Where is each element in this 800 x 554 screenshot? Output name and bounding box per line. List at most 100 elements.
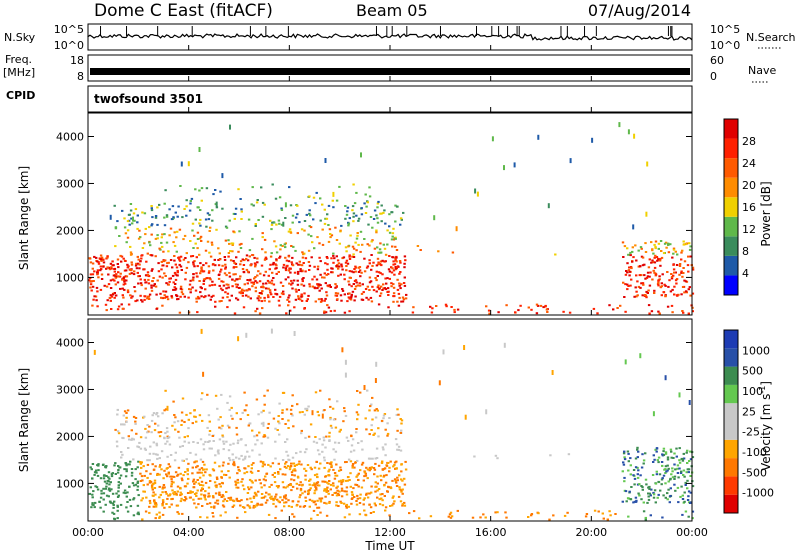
data-cell <box>253 435 256 438</box>
data-cell <box>217 247 220 250</box>
data-cell <box>325 435 328 438</box>
data-cell <box>681 494 684 497</box>
data-cell <box>401 503 404 506</box>
data-cell <box>347 280 350 283</box>
data-cell <box>224 239 228 242</box>
data-cell <box>392 495 395 498</box>
data-cell <box>220 268 223 271</box>
data-cell <box>160 260 163 263</box>
data-cell <box>357 219 360 222</box>
data-cell <box>194 218 197 221</box>
data-cell <box>303 451 307 454</box>
data-cell <box>196 311 199 314</box>
data-cell <box>162 501 165 504</box>
data-cell <box>381 273 384 276</box>
data-cell <box>166 497 169 500</box>
data-cell <box>633 295 636 298</box>
data-cell <box>287 255 291 258</box>
data-cell <box>672 247 676 250</box>
power-heatmap <box>88 122 695 315</box>
data-cell <box>334 450 338 453</box>
data-cell <box>254 276 257 278</box>
data-cell <box>251 449 254 452</box>
data-cell <box>357 403 360 406</box>
data-cell <box>111 492 115 495</box>
data-cell <box>664 295 667 298</box>
data-cell <box>136 227 139 230</box>
data-cell <box>274 245 278 248</box>
data-cell <box>143 212 147 215</box>
data-cell <box>295 290 298 293</box>
data-cell <box>253 277 256 280</box>
colorbar-tick-label: 4 <box>742 267 749 280</box>
data-cell <box>291 404 294 407</box>
data-cell <box>158 517 161 519</box>
data-cell <box>231 244 234 246</box>
data-cell <box>358 513 362 516</box>
data-cell <box>316 410 319 413</box>
data-cell <box>185 205 188 208</box>
data-cell <box>291 221 294 224</box>
data-cell <box>380 204 383 207</box>
data-cell <box>93 471 97 474</box>
data-cell <box>334 426 338 429</box>
data-cell <box>388 213 391 216</box>
data-cell <box>324 480 327 483</box>
data-cell <box>120 260 123 263</box>
data-cell <box>124 492 127 495</box>
data-cell <box>152 412 156 415</box>
data-cell <box>376 496 379 499</box>
data-cell <box>359 469 362 472</box>
data-cell <box>658 312 661 315</box>
data-cell <box>203 278 207 281</box>
data-cell <box>343 278 346 281</box>
data-cell <box>363 509 366 512</box>
data-cell <box>353 466 356 469</box>
data-cell <box>321 480 324 483</box>
data-cell <box>338 469 341 472</box>
data-cell <box>198 414 202 417</box>
data-cell <box>650 310 654 313</box>
data-cell <box>312 509 316 512</box>
data-cell <box>341 489 344 492</box>
data-cell <box>214 300 217 303</box>
data-cell <box>619 304 622 307</box>
data-cell <box>648 312 651 315</box>
data-cell <box>289 483 292 485</box>
data-cell <box>376 257 380 260</box>
data-cell <box>239 260 243 263</box>
data-cell <box>344 479 348 482</box>
data-cell <box>392 269 396 272</box>
data-cell <box>341 257 344 260</box>
data-cell <box>171 266 174 269</box>
data-cell <box>389 505 392 507</box>
y-tick-label: 4000 <box>56 336 84 349</box>
data-cell <box>365 466 368 469</box>
data-cell <box>689 475 692 477</box>
data-cell <box>104 503 107 506</box>
data-cell <box>163 296 167 299</box>
data-cell <box>385 474 388 477</box>
data-cell <box>345 461 348 463</box>
data-cell <box>334 292 338 295</box>
data-cell <box>654 482 658 485</box>
data-cell <box>323 208 326 211</box>
data-cell <box>109 299 112 302</box>
data-cell <box>376 489 379 492</box>
data-cell <box>208 420 211 423</box>
data-cell <box>250 500 253 503</box>
data-cell <box>225 440 228 443</box>
data-cell <box>327 306 331 309</box>
data-cell <box>368 276 372 279</box>
data-cell <box>114 473 117 475</box>
data-cell <box>660 478 664 481</box>
data-cell <box>230 414 233 417</box>
data-cell <box>391 504 394 507</box>
data-cell <box>539 304 543 307</box>
data-cell <box>172 400 175 403</box>
data-cell <box>154 465 157 468</box>
data-cell <box>641 256 645 259</box>
data-cell <box>146 476 149 479</box>
data-cell <box>435 305 438 307</box>
data-cell <box>377 284 380 287</box>
